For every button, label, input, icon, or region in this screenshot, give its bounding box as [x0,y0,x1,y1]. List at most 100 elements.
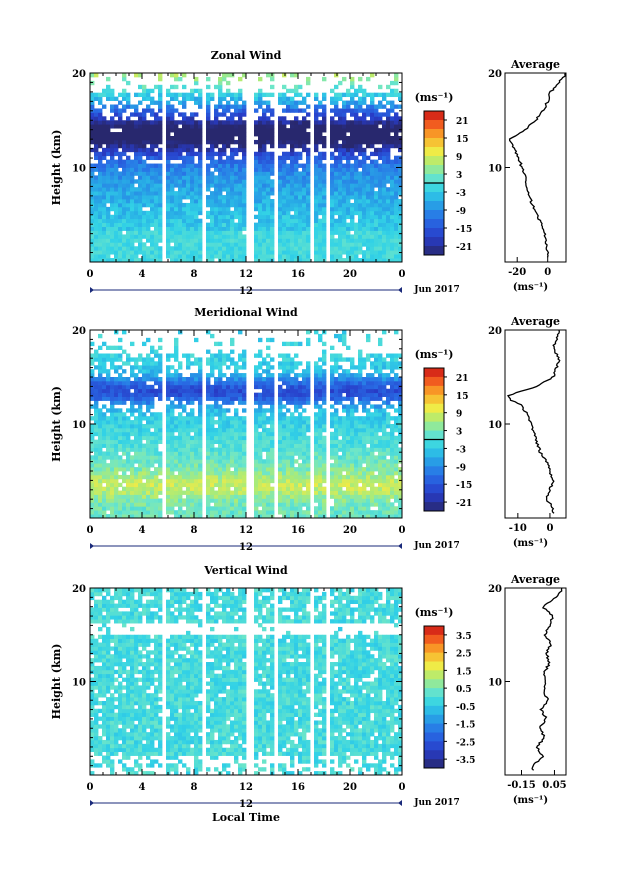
heatmap-cell [218,357,223,362]
heatmap-cell [122,506,127,511]
heatmap-cell [134,151,139,157]
heatmap-cell [314,222,319,227]
heatmap-cell [282,514,287,519]
heatmap-cell [398,210,403,216]
heatmap-cell [394,218,399,224]
heatmap-cell [314,155,319,161]
heatmap-cell [94,400,99,405]
heatmap-cell [366,139,371,145]
heatmap-cell [138,424,143,429]
heatmap-cell [302,214,307,220]
heatmap-cell [302,514,307,519]
heatmap-cell [98,431,103,437]
heatmap-cell [266,353,271,358]
heatmap-cell [278,143,283,149]
heatmap-cell [210,459,215,464]
heatmap-cell [106,451,111,456]
heatmap-cell [118,171,123,176]
heatmap-cell [90,424,95,429]
heatmap-cell [106,420,111,425]
heatmap-cell [362,214,367,220]
heatmap-cell [238,400,243,405]
heatmap-cell [394,88,399,94]
heatmap-cell [286,361,291,366]
heatmap-cell [306,254,311,259]
heatmap-cell [182,435,187,441]
heatmap-cell [210,179,215,184]
heatmap-cell [190,408,195,413]
heatmap-cell [226,80,231,86]
heatmap-cell [314,242,319,247]
heatmap-cell [170,474,175,480]
heatmap-cell [298,373,303,378]
heatmap-cell [286,435,291,441]
heatmap-cell [222,147,227,153]
heatmap-cell [190,214,195,220]
heatmap-cell [134,191,139,196]
heatmap-cell [278,250,283,255]
heatmap-cell [318,373,323,378]
heatmap-cell [122,139,127,145]
heatmap-cell [138,258,143,263]
heatmap-cell [394,155,399,161]
heatmap-cell [338,195,343,200]
heatmap-cell [158,490,163,495]
heatmap-cell [242,506,247,511]
heatmap-cell [386,163,391,168]
heatmap-cell [242,498,247,503]
heatmap-cell [374,246,379,251]
heatmap-cell [110,345,115,350]
heatmap-cell [330,108,335,113]
heatmap-cell [190,230,195,235]
heatmap-cell [198,258,203,263]
heatmap-cell [322,242,327,247]
heatmap-cell [294,222,299,227]
heatmap-cell [190,373,195,378]
heatmap-cell [106,206,111,212]
heatmap-cell [142,171,147,176]
heatmap-cell [386,218,391,224]
heatmap-cell [342,234,347,239]
heatmap-cell [146,498,151,503]
heatmap-cell [218,246,223,251]
heatmap-cell [130,510,135,515]
heatmap-cell [254,502,259,507]
heatmap-cell [262,498,267,503]
heatmap-cell [386,159,391,164]
heatmap-cell [350,226,355,231]
heatmap-cell [394,136,399,141]
heatmap-cell [94,254,99,259]
heatmap-cell [134,357,139,362]
heatmap-cell [110,214,115,220]
heatmap-cell [258,396,263,401]
heatmap-cell [314,202,319,208]
heatmap-cell [290,455,295,460]
heatmap-cell [378,246,383,251]
heatmap-cell [374,242,379,247]
heatmap-cell [130,494,135,499]
heatmap-cell [282,218,287,224]
heatmap-cell [130,132,135,137]
heatmap-cell [390,175,395,180]
heatmap-cell [242,100,247,105]
heatmap-cell [114,502,119,507]
heatmap-cell [182,242,187,247]
heatmap-cell [374,191,379,196]
heatmap-cell [114,167,119,172]
heatmap-cell [198,494,203,499]
heatmap-cell [354,143,359,149]
heatmap-cell [342,120,347,125]
heatmap-cell [186,478,191,484]
heatmap-cell [314,195,319,200]
heatmap-cell [146,183,151,188]
heatmap-cell [266,155,271,161]
heatmap-cell [90,416,95,421]
heatmap-cell [314,447,319,452]
heatmap-cell [230,388,235,394]
heatmap-cell [362,136,367,141]
heatmap-cell [390,179,395,184]
heatmap-cell [142,447,147,452]
heatmap-cell [390,100,395,105]
heatmap-cell [238,222,243,227]
heatmap-cell [286,482,291,488]
